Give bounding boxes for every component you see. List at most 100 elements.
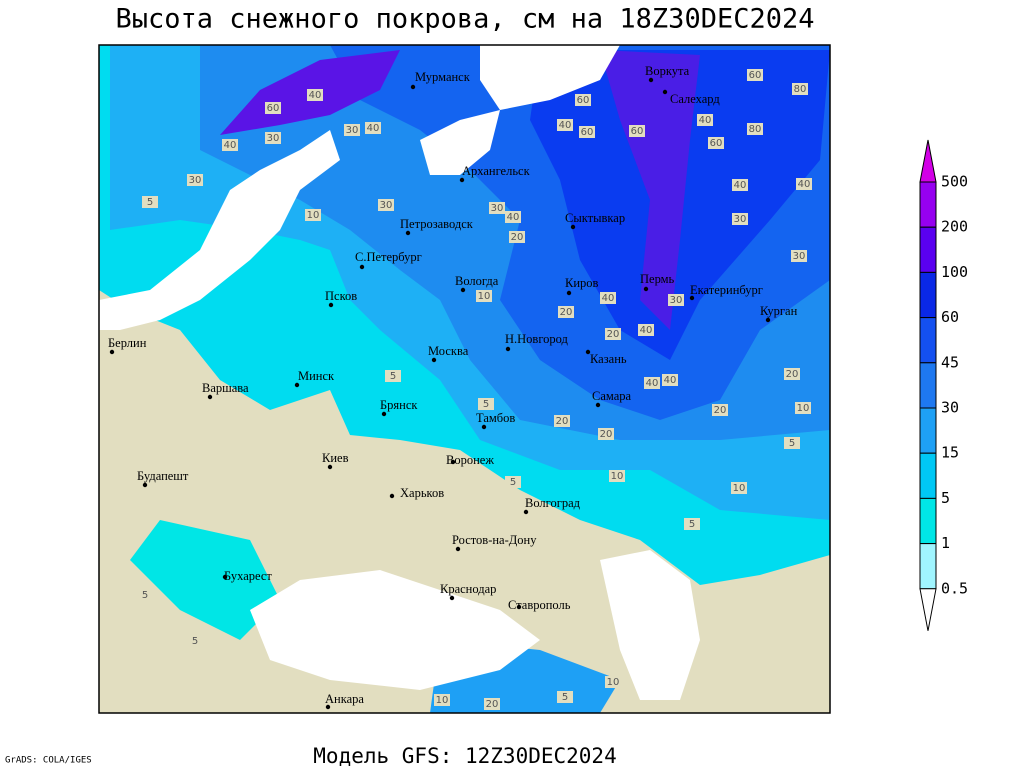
city-label: Киров — [565, 276, 599, 290]
city-dot — [431, 357, 437, 363]
colorbar-label: 45 — [941, 353, 959, 371]
contour-label-box — [579, 126, 595, 138]
colorbar-segment — [919, 271, 937, 319]
contour-label: 30 — [346, 125, 359, 136]
contour-label: 10 — [797, 403, 810, 414]
contour-label-box — [476, 290, 492, 302]
city-dot — [109, 349, 115, 355]
contour-label: 20 — [600, 429, 613, 440]
colorbar-segment — [919, 407, 937, 454]
colorbar-label: 30 — [941, 399, 959, 417]
contour-label: 40 — [664, 375, 677, 386]
title: Высота снежного покрова, см на 18Z30DEC2… — [116, 4, 815, 35]
contour-label: 40 — [734, 180, 747, 191]
colorbar-top-arrow — [919, 139, 937, 183]
contour-label: 40 — [699, 115, 712, 126]
city-label: Будапешт — [137, 469, 189, 483]
contour-label: 60 — [631, 126, 644, 137]
contour-label-box — [792, 83, 808, 95]
contour-label-box — [509, 231, 525, 243]
city-dot — [481, 424, 487, 430]
contour-label-box — [478, 398, 494, 410]
contour-label-box — [598, 428, 614, 440]
city-label: Вологда — [455, 274, 499, 288]
contour-label: 60 — [581, 127, 594, 138]
contour-label-box — [222, 139, 238, 151]
snow-carpathian — [130, 520, 280, 640]
contour-label-box — [344, 124, 360, 136]
contour-label: 80 — [749, 124, 762, 135]
contour-label: 20 — [556, 416, 569, 427]
contour-label-box — [378, 199, 394, 211]
contour-label-box — [557, 119, 573, 131]
city-label: Воронеж — [446, 453, 494, 467]
contour-label-box — [434, 694, 450, 706]
city-dot — [689, 295, 695, 301]
city-label: Ростов-на-Дону — [452, 533, 537, 547]
city-label: Волгоград — [525, 496, 581, 510]
contour-label: 80 — [794, 84, 807, 95]
colorbar-label: 0.5 — [941, 579, 968, 597]
contour-label-box — [684, 518, 700, 530]
footer: Модель GFS: 12Z30DEC2024 — [313, 744, 616, 768]
contour-label: 40 — [224, 140, 237, 151]
city-label: С.Петербург — [355, 250, 422, 264]
contour-label: 5 — [510, 477, 516, 488]
contour-label: 60 — [577, 95, 590, 106]
contour-label-box — [307, 89, 323, 101]
city-dot — [327, 464, 333, 470]
contour-label-box — [784, 437, 800, 449]
contour-label: 20 — [511, 232, 524, 243]
contour-label: 5 — [390, 371, 396, 382]
contour-label: 30 — [734, 214, 747, 225]
contour-label-box — [662, 374, 678, 386]
colorbar-segment — [919, 452, 937, 499]
barents-sea — [480, 45, 620, 110]
contour-label-box — [575, 94, 591, 106]
contour-label-box — [489, 202, 505, 214]
city-label: Краснодар — [440, 582, 496, 596]
colorbar-label: 60 — [941, 308, 959, 326]
contour-label-box — [732, 179, 748, 191]
city-dot — [410, 84, 416, 90]
city-dot — [450, 459, 456, 465]
contour-label-box — [732, 213, 748, 225]
city-label: Киев — [322, 451, 349, 465]
contour-label-box — [484, 698, 500, 710]
city-label: Ставрополь — [508, 598, 571, 612]
city-dot — [142, 482, 148, 488]
contour-label: 30 — [491, 203, 504, 214]
colorbar-label: 15 — [941, 444, 959, 462]
contour-label: 60 — [749, 70, 762, 81]
city-dot — [381, 411, 387, 417]
contour-label: 20 — [607, 329, 620, 340]
colorbar-segment — [919, 497, 937, 545]
contour-label-box — [385, 370, 401, 382]
colorbar-label: 100 — [941, 263, 968, 281]
contour-label-box — [505, 211, 521, 223]
contour-label: 60 — [710, 138, 723, 149]
contour-label-box — [629, 125, 645, 137]
credit: GrADS: COLA/IGES — [5, 756, 92, 766]
contour-label: 30 — [380, 200, 393, 211]
caspian-sea — [600, 550, 700, 700]
contour-label: 10 — [611, 471, 624, 482]
contour-label: 40 — [640, 325, 653, 336]
contour-label: 40 — [507, 212, 520, 223]
city-dot — [505, 346, 511, 352]
contour-label-box — [747, 69, 763, 81]
city-dot — [595, 402, 601, 408]
contour-label-box — [187, 635, 203, 647]
city-label: Архангельск — [462, 164, 531, 178]
city-label: Курган — [760, 304, 798, 318]
contour-label-box — [795, 402, 811, 414]
city-dot — [566, 290, 572, 296]
city-label: Минск — [298, 369, 335, 383]
colorbar-bottom-arrow — [919, 588, 937, 631]
city-label: Салехард — [670, 92, 720, 106]
city-dot — [459, 177, 465, 183]
contour-label: 20 — [486, 699, 499, 710]
